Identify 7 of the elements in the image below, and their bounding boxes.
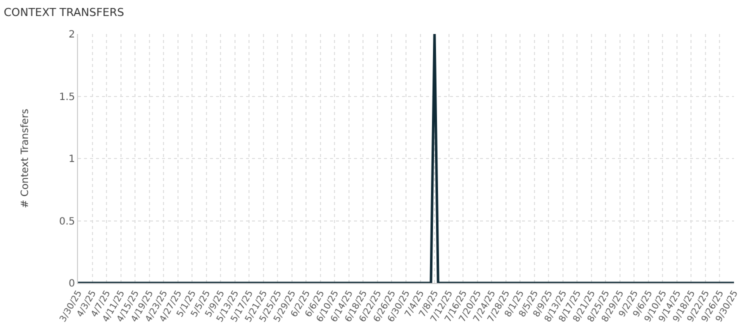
y-tick-label: 1.5 bbox=[59, 92, 75, 103]
y-tick-label: 0.5 bbox=[59, 216, 75, 228]
y-tick-label: 2 bbox=[68, 30, 75, 40]
y-tick-label: 0 bbox=[68, 278, 75, 290]
y-axis-title: # Context Transfers bbox=[20, 108, 32, 208]
chart-title: CONTEXT TRANSFERS bbox=[4, 6, 124, 20]
y-tick-label: 1 bbox=[68, 154, 75, 165]
